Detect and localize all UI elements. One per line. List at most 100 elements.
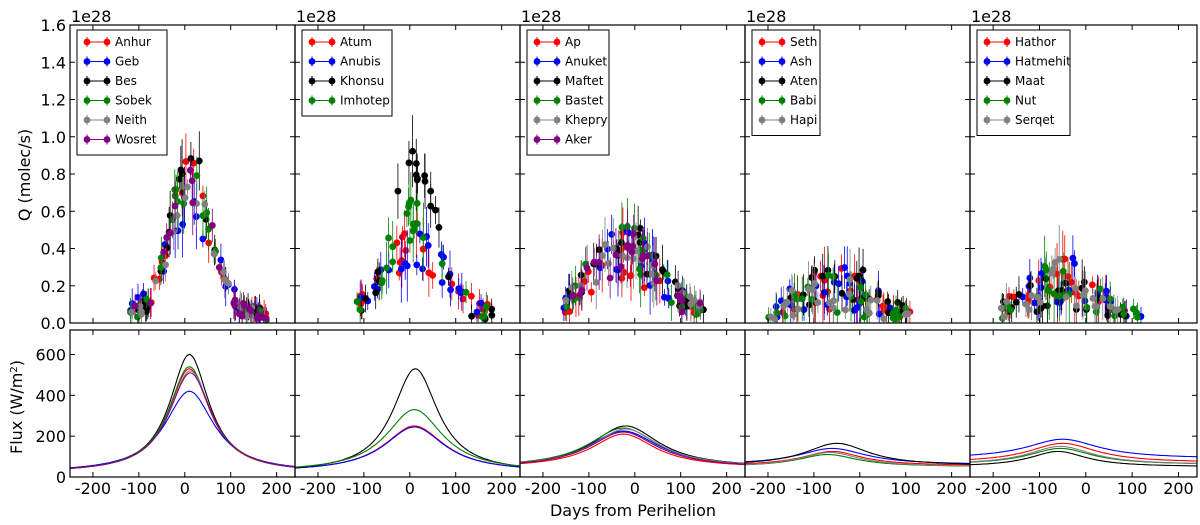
data-point (412, 160, 420, 167)
data-point (1034, 293, 1042, 301)
data-point (904, 310, 912, 317)
data-point (626, 272, 634, 280)
data-point (638, 255, 646, 263)
flux-curve-hatmehit (969, 438, 1197, 458)
data-point (383, 264, 390, 272)
flux-curve-serqet (969, 445, 1197, 464)
data-point (1083, 303, 1091, 311)
scale-factor-label: 1e28 (296, 7, 336, 26)
legend-marker (758, 58, 766, 65)
data-point (842, 306, 849, 314)
legend-panel-1: Anhur Geb Bes Sobek Neith Wosret (76, 29, 168, 156)
data-point (794, 305, 802, 313)
data-point (195, 157, 203, 165)
data-point (800, 306, 808, 313)
panel-3-points (560, 198, 707, 323)
legend-marker (553, 116, 561, 124)
data-point (419, 265, 426, 273)
legend-marker (103, 38, 111, 46)
flux-curves (69, 353, 1197, 470)
legend-marker (1003, 38, 1011, 46)
axis-ticks: 1e28 -200 -100 0 100 200 0.0 0.2 0.4 0.6 0.8 1.0 1.2… (35, 7, 1197, 498)
data-point (188, 177, 196, 185)
data-point (819, 272, 827, 280)
data-point (180, 200, 188, 208)
data-point (892, 315, 900, 323)
bottom-y-tick-label: 600 (35, 346, 66, 365)
legend-box (301, 29, 393, 117)
data-point (1025, 306, 1033, 314)
scale-factor-label: 1e28 (746, 7, 786, 26)
panel-2-points (353, 115, 496, 323)
legend-label-anuket: Anuket (565, 55, 607, 69)
x-tick-label: 100 (440, 479, 471, 498)
data-point (873, 297, 881, 304)
data-point (587, 288, 595, 296)
legend-marker (83, 136, 91, 143)
legend-label-aker: Aker (565, 133, 592, 147)
data-point (592, 279, 600, 286)
flux-curve-imhotep (294, 409, 520, 468)
data-point (374, 268, 382, 276)
data-point (1104, 312, 1112, 319)
data-point (260, 314, 268, 322)
data-point (255, 312, 262, 319)
data-point (385, 234, 392, 242)
production-rate-data (127, 115, 1145, 324)
data-point (829, 304, 837, 312)
data-point (1088, 281, 1096, 289)
data-point (667, 299, 675, 307)
bottom-y-tick-label: 200 (35, 427, 66, 446)
data-point (184, 183, 191, 191)
data-point (405, 159, 413, 167)
data-point (1037, 284, 1045, 291)
x-tick-label: -200 (75, 479, 111, 498)
top-y-tick-label: 1.0 (41, 128, 66, 147)
data-point (210, 250, 218, 258)
data-point (1093, 302, 1100, 310)
scale-factor-label: 1e28 (521, 7, 561, 26)
data-point (595, 258, 603, 266)
legend-label-khepry: Khepry (565, 113, 608, 127)
top-y-axis-title: Q (molec/s) (15, 129, 34, 221)
data-point (583, 264, 591, 272)
data-point (1059, 267, 1067, 275)
x-tick-label: 200 (261, 479, 292, 498)
legend-marker (983, 97, 991, 104)
scale-factor-label: 1e28 (71, 7, 111, 26)
data-point (187, 155, 195, 162)
data-point (829, 273, 837, 281)
data-point (636, 265, 644, 273)
legend-marker (83, 58, 91, 65)
data-point (199, 212, 207, 220)
legend-marker (328, 97, 336, 104)
data-point (175, 175, 183, 183)
legend-label-khonsu: Khonsu (340, 74, 384, 88)
data-point (425, 269, 433, 277)
data-point (146, 300, 154, 307)
data-point (427, 202, 435, 210)
panel-5-points (997, 224, 1145, 323)
legend-marker (778, 58, 786, 65)
data-point (629, 242, 637, 250)
bottom-y-axis-title-sup: 2 (9, 366, 20, 372)
legend-label-sobek: Sobek (115, 94, 152, 108)
data-point (780, 302, 788, 310)
data-point (664, 277, 672, 285)
x-tick-label: 200 (711, 479, 742, 498)
data-point (859, 266, 867, 274)
data-point (240, 302, 248, 310)
data-point (659, 266, 666, 274)
legend-marker (983, 58, 991, 65)
data-point (620, 269, 628, 276)
data-point (1089, 295, 1097, 302)
data-point (413, 220, 421, 228)
legend-marker (533, 97, 541, 104)
legend-marker (83, 77, 91, 85)
legend-box (76, 29, 168, 156)
data-point (372, 289, 380, 297)
scale-factor-label: 1e28 (971, 7, 1011, 26)
data-point (605, 260, 612, 267)
x-tick-label: 0 (1081, 479, 1091, 498)
